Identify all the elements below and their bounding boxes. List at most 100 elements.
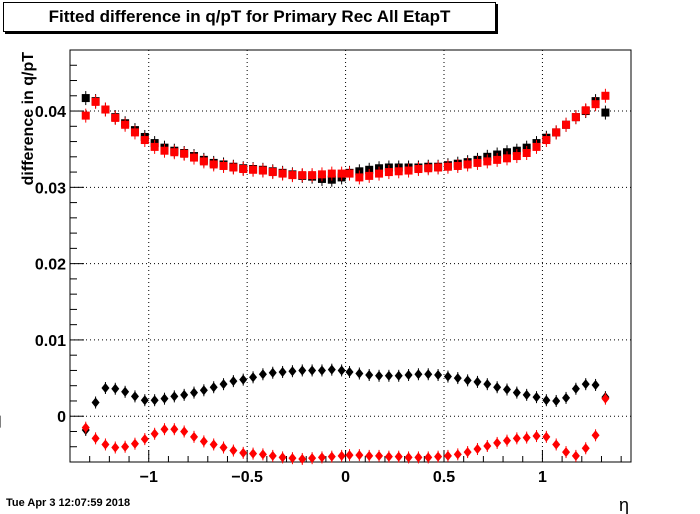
data-point [552,128,561,137]
data-point [317,452,326,463]
data-point [532,431,541,442]
data-point [532,392,541,403]
x-tick-label: −1 [140,469,158,486]
data-point [562,447,571,458]
y-tick-label: 0.03 [35,180,66,197]
data-point [562,120,571,129]
data-point [249,165,258,174]
plot-frame [69,49,632,463]
data-point [601,393,610,404]
data-point [337,450,346,461]
x-tick-label: 0 [341,469,350,486]
data-point [308,365,317,376]
data-point [443,371,452,382]
data-point [483,157,492,166]
data-point [414,369,423,380]
data-point [327,364,336,375]
data-point [483,440,492,451]
data-point [552,395,561,406]
data-point [502,154,511,163]
data-point [170,424,179,435]
data-point [394,167,403,176]
y-tick-label: 0.02 [35,257,66,274]
data-point [239,374,248,385]
data-point [463,160,472,169]
data-point [150,428,159,439]
data-point [219,442,228,453]
grid [70,50,631,462]
data-point [483,379,492,390]
data-point [542,136,551,145]
data-point [317,365,326,376]
data-point [258,166,267,175]
data-point [258,449,267,460]
data-point [512,152,521,161]
data-point [581,443,590,454]
data-point [229,445,238,456]
chart-title: Fitted difference in q/pT for Primary Re… [3,2,496,32]
series-3 [81,392,610,465]
data-point [384,451,393,462]
series-1 [81,88,610,185]
data-point [130,128,139,137]
y-tick-label: 0.01 [35,333,66,350]
data-point [180,389,189,400]
data-point [81,94,90,103]
data-point [345,366,354,377]
data-point [463,375,472,386]
data-point [111,442,120,453]
axes: −1 −0.5 0 0.5 1 0 0.01 0.02 0.03 0.04 [35,49,622,486]
data-point [394,370,403,381]
x-tick-label: −0.5 [231,469,263,486]
data-point [91,97,100,106]
y-tick-label: 0 [57,409,66,426]
data-point [581,379,590,390]
data-point [190,431,199,442]
data-point [355,173,364,182]
data-point [542,395,551,406]
data-point [473,444,482,455]
data-point [209,439,218,450]
data-point [160,393,169,404]
data-point [443,450,452,461]
data-point [219,161,228,170]
series-2 [0,363,610,436]
data-point [337,169,346,178]
data-point [473,376,482,387]
data-point [121,386,130,397]
data-point [345,169,354,178]
data-point [463,447,472,458]
data-point [522,432,531,443]
data-point [404,166,413,175]
data-point [434,370,443,381]
data-point [404,370,413,381]
data-point [101,439,110,450]
x-tick-label: 1 [538,469,547,486]
data-point [190,387,199,398]
data-point [591,430,600,441]
data-point [121,441,130,452]
data-point [180,149,189,158]
data-point [150,142,159,151]
data-point [532,142,541,151]
data-point [199,385,208,396]
data-point [414,165,423,174]
datestamp: Tue Apr 3 12:07:59 2018 [6,497,131,509]
data-point [365,450,374,461]
data-point [562,392,571,403]
data-point [239,447,248,458]
data-point [209,160,218,169]
data-point [375,450,384,461]
data-point [170,391,179,402]
data-point [453,449,462,460]
data-point [453,161,462,170]
data-point [591,100,600,109]
data-point [209,382,218,393]
data-point [571,450,580,461]
data-point [384,370,393,381]
data-point [345,450,354,461]
data-point [121,120,130,129]
data-point [199,157,208,166]
data-point [160,424,169,435]
